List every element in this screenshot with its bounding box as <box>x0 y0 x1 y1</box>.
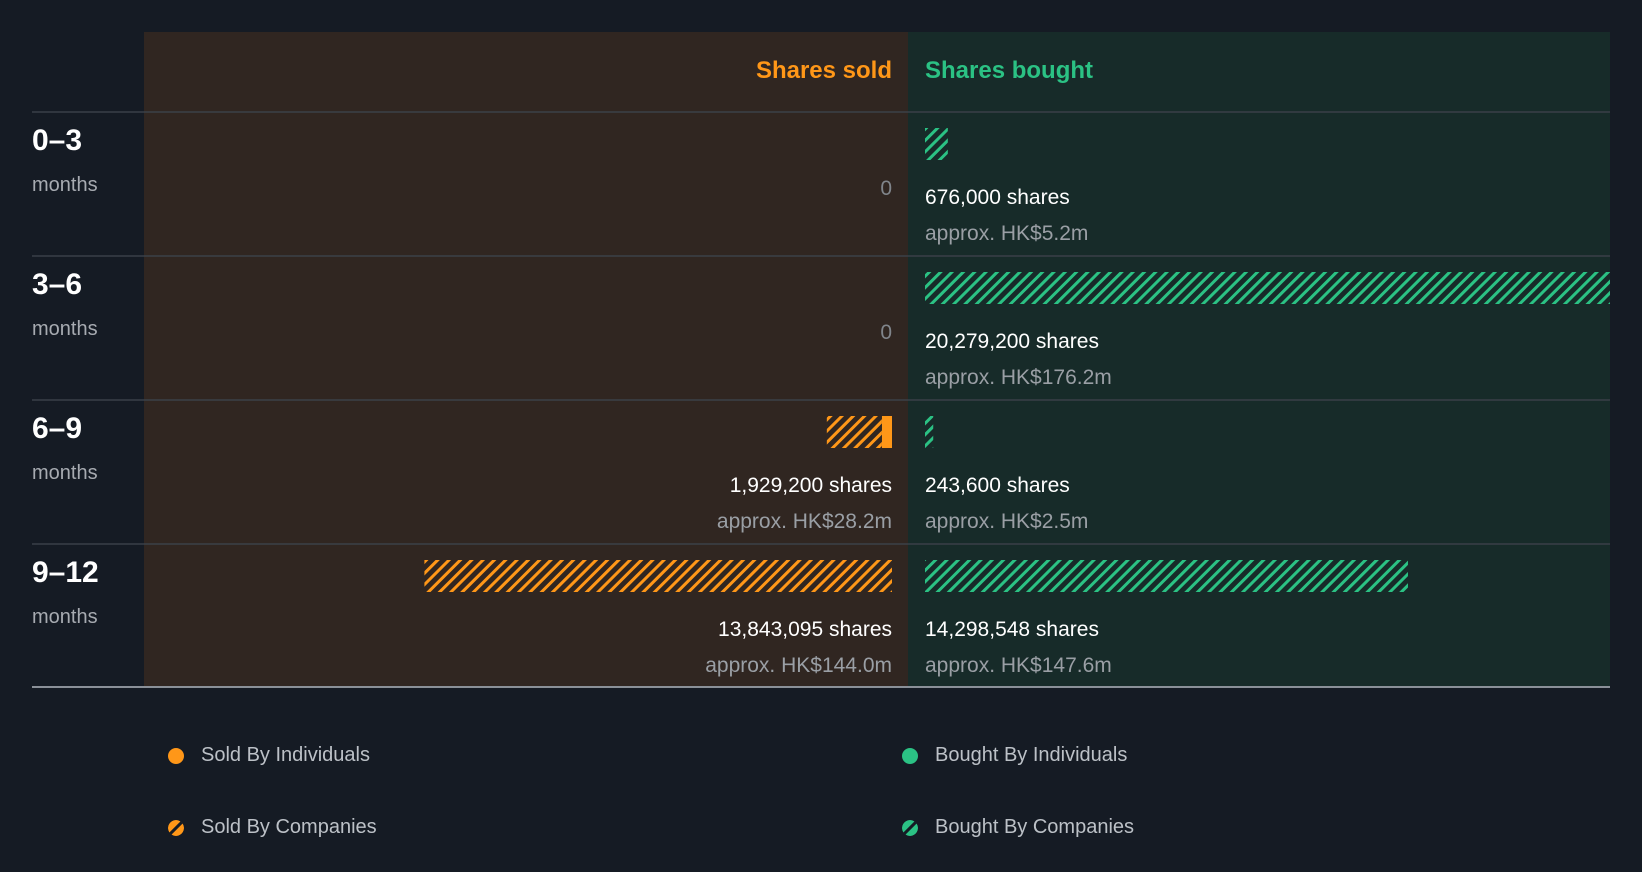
legend-label: Bought By Individuals <box>935 744 1128 766</box>
sold-shares-label: 1,929,200 shares <box>730 474 892 497</box>
sold-value-label: approx. HK$144.0m <box>705 654 892 677</box>
row-label: 3–6 <box>32 268 82 301</box>
sold-zero-label: 0 <box>880 321 892 344</box>
green-dot-icon <box>902 747 918 764</box>
bought-value-label: approx. HK$2.5m <box>925 510 1088 533</box>
row-sublabel: months <box>32 606 98 628</box>
orange-dot-icon <box>168 747 184 764</box>
orange-hatched-dot-icon <box>168 819 184 836</box>
sold-shares-label: 13,843,095 shares <box>718 618 892 641</box>
bought-value-label: approx. HK$5.2m <box>925 222 1088 245</box>
legend-sold-individuals: Sold By Individuals <box>168 744 370 767</box>
sold-value-label: approx. HK$28.2m <box>717 510 892 533</box>
bought-companies-bar <box>925 560 1408 592</box>
row-label: 6–9 <box>32 412 82 445</box>
green-hatched-dot-icon <box>902 819 918 836</box>
legend: Sold By Individuals Bought By Individual… <box>0 700 1642 872</box>
row-sublabel: months <box>32 462 98 484</box>
bought-companies-bar <box>925 272 1610 304</box>
bought-shares-label: 243,600 shares <box>925 474 1070 497</box>
legend-label: Sold By Individuals <box>201 744 370 766</box>
sold-zero-label: 0 <box>880 177 892 200</box>
bought-companies-bar <box>925 416 934 448</box>
bought-value-label: approx. HK$176.2m <box>925 366 1112 389</box>
sold-companies-bar <box>826 416 882 448</box>
legend-label: Bought By Companies <box>935 816 1135 838</box>
legend-bought-individuals: Bought By Individuals <box>902 744 1127 767</box>
bought-value-label: approx. HK$147.6m <box>925 654 1112 677</box>
row-sublabel: months <box>32 318 98 340</box>
bought-shares-label: 14,298,548 shares <box>925 618 1099 641</box>
bought-shares-label: 676,000 shares <box>925 186 1070 209</box>
sold-header: Shares sold <box>756 57 892 84</box>
row-label: 0–3 <box>32 124 82 157</box>
bought-header: Shares bought <box>925 57 1093 84</box>
insider-trading-chart: Shares sold Shares bought 0–3 months 0 676,… <box>32 32 1610 688</box>
legend-label: Sold By Companies <box>201 816 377 838</box>
bought-shares-label: 20,279,200 shares <box>925 330 1099 353</box>
legend-bought-companies: Bought By Companies <box>902 816 1134 839</box>
sold-companies-bar <box>424 560 892 592</box>
legend-sold-companies: Sold By Companies <box>168 816 377 839</box>
sold-individuals-bar <box>881 416 892 448</box>
row-sublabel: months <box>32 174 98 196</box>
row-label: 9–12 <box>32 556 99 589</box>
bought-companies-bar <box>925 128 948 160</box>
